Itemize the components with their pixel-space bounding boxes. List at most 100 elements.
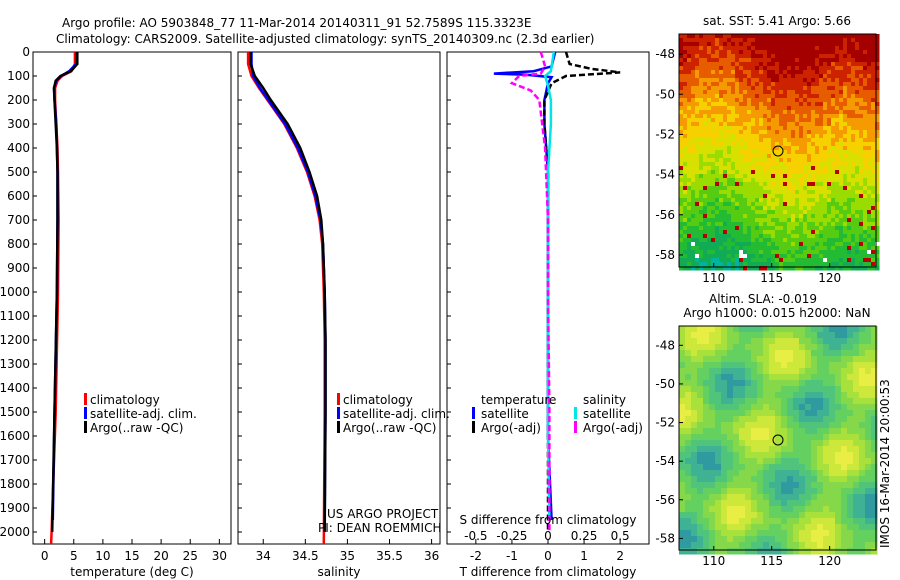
heatmap-cell <box>863 210 868 215</box>
heatmap-cell <box>807 266 812 271</box>
heatmap-cell <box>847 524 854 531</box>
heatmap-cell <box>679 134 684 139</box>
heatmap-cell <box>771 226 776 231</box>
heatmap-cell <box>859 98 864 103</box>
heatmap-cell <box>779 50 784 55</box>
heatmap-cell <box>759 242 764 247</box>
heatmap-cell <box>811 226 816 231</box>
heatmap-cell <box>795 66 800 71</box>
heatmap-cell <box>723 198 728 203</box>
heatmap-cell <box>763 518 770 525</box>
heatmap-cell <box>707 222 712 227</box>
heatmap-cell <box>683 78 688 83</box>
heatmap-cell <box>707 46 712 51</box>
heatmap-cell <box>859 38 864 43</box>
heatmap-cell <box>767 94 772 99</box>
heatmap-cell <box>733 392 740 399</box>
heatmap-cell <box>733 398 740 405</box>
heatmap-cell <box>687 162 692 167</box>
x-tick-label: 15 <box>124 549 139 563</box>
heatmap-cell <box>739 138 744 143</box>
heatmap-cell <box>807 98 812 103</box>
heatmap-cell <box>715 114 720 119</box>
heatmap-cell <box>783 190 788 195</box>
heatmap-cell <box>719 254 724 259</box>
heatmap-cell <box>727 202 732 207</box>
heatmap-cell <box>787 250 792 255</box>
heatmap-cell <box>743 130 748 135</box>
heatmap-cell <box>819 254 824 259</box>
heatmap-cell <box>699 154 704 159</box>
heatmap-cell <box>687 134 692 139</box>
heatmap-cell <box>733 434 740 441</box>
heatmap-cell <box>851 206 856 211</box>
heatmap-cell <box>841 464 848 471</box>
map-y-tick-label: -54 <box>655 454 675 468</box>
heatmap-cell <box>763 230 768 235</box>
heatmap-cell <box>685 446 692 453</box>
heatmap-cell <box>823 194 828 199</box>
heatmap-cell <box>859 398 866 405</box>
heatmap-cell <box>745 350 752 357</box>
heatmap-cell <box>855 78 860 83</box>
heatmap-cell <box>863 98 868 103</box>
heatmap-cell <box>843 138 848 143</box>
heatmap-cell <box>759 94 764 99</box>
heatmap-cell <box>727 470 734 477</box>
heatmap-cell <box>769 404 776 411</box>
heatmap-cell <box>721 380 728 387</box>
heatmap-cell <box>819 182 824 187</box>
heatmap-cell <box>747 82 752 87</box>
heatmap-cell <box>855 94 860 99</box>
heatmap-cell <box>703 98 708 103</box>
heatmap-cell <box>819 94 824 99</box>
heatmap-cell <box>831 150 836 155</box>
heatmap-cell <box>723 142 728 147</box>
heatmap-cell <box>759 206 764 211</box>
heatmap-cell <box>751 194 756 199</box>
heatmap-cell <box>851 262 856 267</box>
heatmap-cell <box>871 536 878 543</box>
heatmap-cell <box>711 122 716 127</box>
heatmap-cell <box>859 548 866 555</box>
heatmap-cell <box>799 206 804 211</box>
heatmap-cell <box>853 548 860 555</box>
heatmap-cell <box>831 122 836 127</box>
heatmap-cell <box>757 452 764 459</box>
heatmap-cell <box>691 218 696 223</box>
heatmap-cell <box>691 50 696 55</box>
heatmap-cell <box>827 122 832 127</box>
heatmap-cell <box>711 202 716 207</box>
heatmap-cell <box>683 250 688 255</box>
heatmap-cell <box>767 90 772 95</box>
heatmap-cell <box>685 524 692 531</box>
heatmap-cell <box>775 422 782 429</box>
heatmap-cell <box>679 222 684 227</box>
heatmap-cell <box>827 114 832 119</box>
heatmap-cell <box>683 254 688 259</box>
heatmap-cell <box>679 70 684 75</box>
heatmap-cell <box>847 250 852 255</box>
heatmap-cell <box>745 440 752 447</box>
heatmap-cell <box>787 202 792 207</box>
heatmap-cell <box>727 250 732 255</box>
heatmap-cell <box>699 110 704 115</box>
heatmap-cell <box>811 130 816 135</box>
s-difference-label: S difference from climatology <box>460 513 637 527</box>
heatmap-cell <box>739 42 744 47</box>
heatmap-cell <box>759 218 764 223</box>
heatmap-cell <box>685 398 692 405</box>
heatmap-cell <box>843 78 848 83</box>
heatmap-cell <box>751 218 756 223</box>
heatmap-cell <box>863 78 868 83</box>
heatmap-cell <box>775 78 780 83</box>
heatmap-cell <box>831 214 836 219</box>
heatmap-cell <box>751 326 758 333</box>
heatmap-cell <box>731 66 736 71</box>
heatmap-cell <box>847 194 852 199</box>
heatmap-cell <box>743 82 748 87</box>
heatmap-cell <box>835 254 840 259</box>
heatmap-cell <box>699 90 704 95</box>
heatmap-cell <box>703 464 710 471</box>
heatmap-cell <box>843 94 848 99</box>
